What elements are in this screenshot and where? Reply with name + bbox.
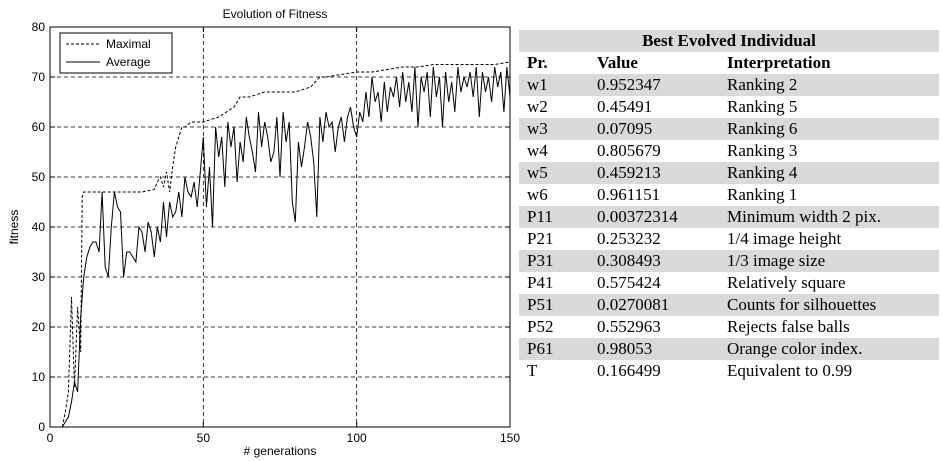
- cell-param: w4: [519, 140, 589, 162]
- legend: Maximal Average: [59, 32, 173, 74]
- table-title: Best Evolved Individual: [519, 30, 939, 52]
- table-row: w4 0.805679 Ranking 3: [519, 140, 939, 162]
- cell-interpretation: Orange color index.: [719, 338, 939, 360]
- cell-param: P11: [519, 206, 589, 228]
- x-axis-label: # generations: [244, 444, 317, 458]
- cell-interpretation: 1/3 image size: [719, 250, 939, 272]
- cell-param: w2: [519, 96, 589, 118]
- cell-value: 0.805679: [589, 140, 719, 162]
- cell-param: P41: [519, 272, 589, 294]
- table-row: w3 0.07095 Ranking 6: [519, 118, 939, 140]
- cell-interpretation: Ranking 5: [719, 96, 939, 118]
- table-row: T 0.166499 Equivalent to 0.99: [519, 360, 939, 382]
- y-tick-label: 40: [32, 220, 46, 234]
- cell-interpretation: Ranking 4: [719, 162, 939, 184]
- grid-lines: [50, 27, 510, 427]
- table-row: P11 0.00372314 Minimum width 2 pix.: [519, 206, 939, 228]
- cell-interpretation: Rejects false balls: [719, 316, 939, 338]
- cell-value: 0.308493: [589, 250, 719, 272]
- chart-title: Evolution of Fitness: [223, 7, 328, 21]
- legend-box: [59, 32, 173, 74]
- series-line-average: [61, 66, 511, 428]
- cell-interpretation: Equivalent to 0.99: [719, 360, 939, 382]
- y-tick-label: 60: [32, 120, 46, 134]
- cell-interpretation: Minimum width 2 pix.: [719, 206, 939, 228]
- y-tick-label: 30: [32, 270, 46, 284]
- header-interpretation: Interpretation: [719, 52, 939, 74]
- table-row: P31 0.308493 1/3 image size: [519, 250, 939, 272]
- series-line-maximal: [61, 61, 511, 428]
- cell-interpretation: Ranking 6: [719, 118, 939, 140]
- y-tick-label: 10: [32, 370, 46, 384]
- table-row: w2 0.45491 Ranking 5: [519, 96, 939, 118]
- cell-value: 0.00372314: [589, 206, 719, 228]
- y-tick-label: 20: [32, 320, 46, 334]
- cell-param: T: [519, 360, 589, 382]
- fitness-chart: Evolution of Fitness 0 50 100 150 0 10 20 30 40 5…: [7, 7, 520, 458]
- cell-interpretation: Ranking 2: [719, 74, 939, 96]
- header-param: Pr.: [519, 52, 589, 74]
- cell-value: 0.575424: [589, 272, 719, 294]
- legend-label-maximal: Maximal: [106, 37, 151, 51]
- y-axis-label: fitness: [7, 210, 21, 245]
- best-individual-table: Best Evolved Individual Pr. Value Interp…: [519, 30, 939, 382]
- table-row: P21 0.253232 1/4 image height: [519, 228, 939, 250]
- axis-ticks: 0 50 100 150 0 10 20 30 40 50 60 70 80: [32, 20, 520, 445]
- y-tick-label: 70: [32, 70, 46, 84]
- cell-param: P31: [519, 250, 589, 272]
- cell-value: 0.166499: [589, 360, 719, 382]
- cell-value: 0.45491: [589, 96, 719, 118]
- legend-label-average: Average: [106, 55, 151, 69]
- cell-param: w3: [519, 118, 589, 140]
- y-tick-label: 80: [32, 20, 46, 34]
- table-row: P52 0.552963 Rejects false balls: [519, 316, 939, 338]
- cell-param: w5: [519, 162, 589, 184]
- cell-value: 0.952347: [589, 74, 719, 96]
- table-row: P61 0.98053 Orange color index.: [519, 338, 939, 360]
- cell-param: P21: [519, 228, 589, 250]
- y-tick-label: 50: [32, 170, 46, 184]
- best-individual-panel: Best Evolved Individual Pr. Value Interp…: [519, 30, 939, 382]
- cell-value: 0.98053: [589, 338, 719, 360]
- y-tick-label: 0: [38, 420, 45, 434]
- cell-value: 0.07095: [589, 118, 719, 140]
- table-row: w5 0.459213 Ranking 4: [519, 162, 939, 184]
- cell-param: P51: [519, 294, 589, 316]
- cell-interpretation: Counts for silhouettes: [719, 294, 939, 316]
- cell-value: 0.459213: [589, 162, 719, 184]
- cell-interpretation: Relatively square: [719, 272, 939, 294]
- cell-value: 0.0270081: [589, 294, 719, 316]
- cell-value: 0.961151: [589, 184, 719, 206]
- cell-value: 0.552963: [589, 316, 719, 338]
- cell-interpretation: Ranking 3: [719, 140, 939, 162]
- x-tick-label: 0: [47, 431, 54, 445]
- table-row: w1 0.952347 Ranking 2: [519, 74, 939, 96]
- table-header-row: Pr. Value Interpretation: [519, 52, 939, 74]
- table-row: P41 0.575424 Relatively square: [519, 272, 939, 294]
- cell-interpretation: 1/4 image height: [719, 228, 939, 250]
- x-tick-label: 50: [197, 431, 211, 445]
- cell-value: 0.253232: [589, 228, 719, 250]
- cell-param: w1: [519, 74, 589, 96]
- x-tick-label: 150: [500, 431, 520, 445]
- header-value: Value: [589, 52, 719, 74]
- table-body: w1 0.952347 Ranking 2 w2 0.45491 Ranking 5 w3 0…: [519, 74, 939, 382]
- table-row: P51 0.0270081 Counts for silhouettes: [519, 294, 939, 316]
- cell-param: w6: [519, 184, 589, 206]
- x-tick-label: 100: [347, 431, 367, 445]
- cell-param: P61: [519, 338, 589, 360]
- plot-frame: [49, 26, 511, 428]
- series-layer: [61, 61, 511, 428]
- table-row: w6 0.961151 Ranking 1: [519, 184, 939, 206]
- cell-interpretation: Ranking 1: [719, 184, 939, 206]
- cell-param: P52: [519, 316, 589, 338]
